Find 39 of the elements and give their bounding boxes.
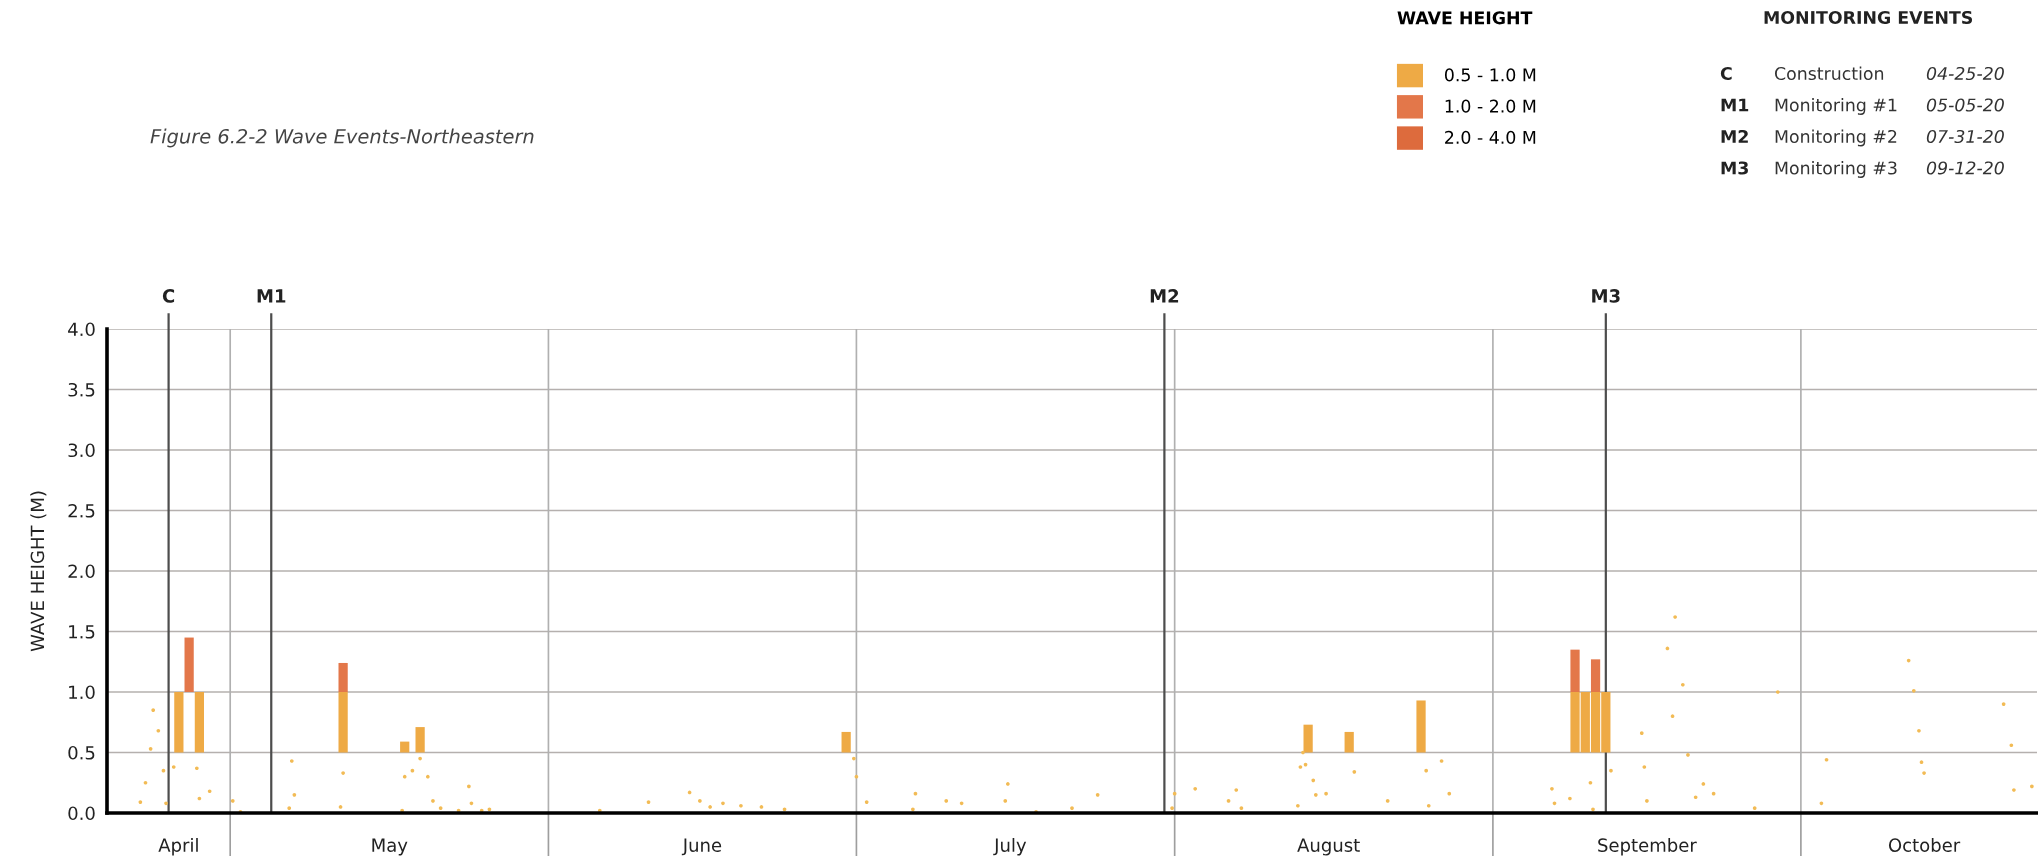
ref-line-label: M2 — [1150, 289, 1179, 303]
legend-title: WAVE HEIGHT — [1397, 11, 1533, 25]
text: M1 — [1721, 98, 1749, 112]
text: Monitoring #2 — [1775, 129, 1897, 147]
x-tick-label: June — [681, 838, 722, 856]
y-tick-label: 1.0 — [69, 685, 95, 700]
ref-line-label: M3 — [1592, 289, 1620, 303]
text: 05-05-20 — [1926, 98, 2004, 112]
y-tick-label: 0.0 — [68, 806, 95, 821]
x-tick-label: May — [372, 838, 408, 856]
x-tick-label: August — [1297, 838, 1360, 856]
x-tick-label: October — [1888, 838, 1961, 852]
text: MONITORING EVENTS — [1764, 10, 1973, 25]
text: Monitoring #1 — [1775, 98, 1897, 115]
y-tick-label: 2.5 — [68, 503, 95, 518]
text: Construction — [1774, 66, 1884, 81]
y-tick-label: 3.0 — [68, 443, 95, 458]
text: M2 — [1721, 129, 1748, 143]
legend-label: 0.5 - 1.0 M — [1444, 68, 1536, 82]
y-tick-label: 4.0 — [68, 322, 95, 337]
text: Monitoring #3 — [1775, 161, 1897, 178]
text: C — [1720, 66, 1732, 81]
text: 04-25-20 — [1926, 66, 2004, 81]
ref-line-label: C — [162, 289, 175, 303]
legend-label: 2.0 - 4.0 M — [1445, 130, 1536, 144]
text: 09-12-20 — [1926, 161, 2004, 175]
chart-title: Figure 6.2-2 Wave Events-Northeastern — [150, 128, 534, 148]
ref-line-label: M1 — [257, 289, 286, 303]
x-tick-label: April — [158, 838, 198, 856]
text: M3 — [1721, 161, 1748, 175]
y-tick-label: 1.5 — [69, 625, 95, 639]
y-tick-label: 2.0 — [68, 564, 95, 579]
text: 07-31-20 — [1926, 129, 2004, 144]
y-axis-title: WAVE HEIGHT (M) — [30, 491, 47, 652]
x-tick-label: September — [1598, 838, 1697, 856]
y-tick-label: 3.5 — [68, 382, 95, 397]
x-tick-label: July — [993, 838, 1027, 856]
legend-label: 1.0 - 2.0 M — [1445, 99, 1536, 113]
y-tick-label: 0.5 — [68, 745, 95, 760]
